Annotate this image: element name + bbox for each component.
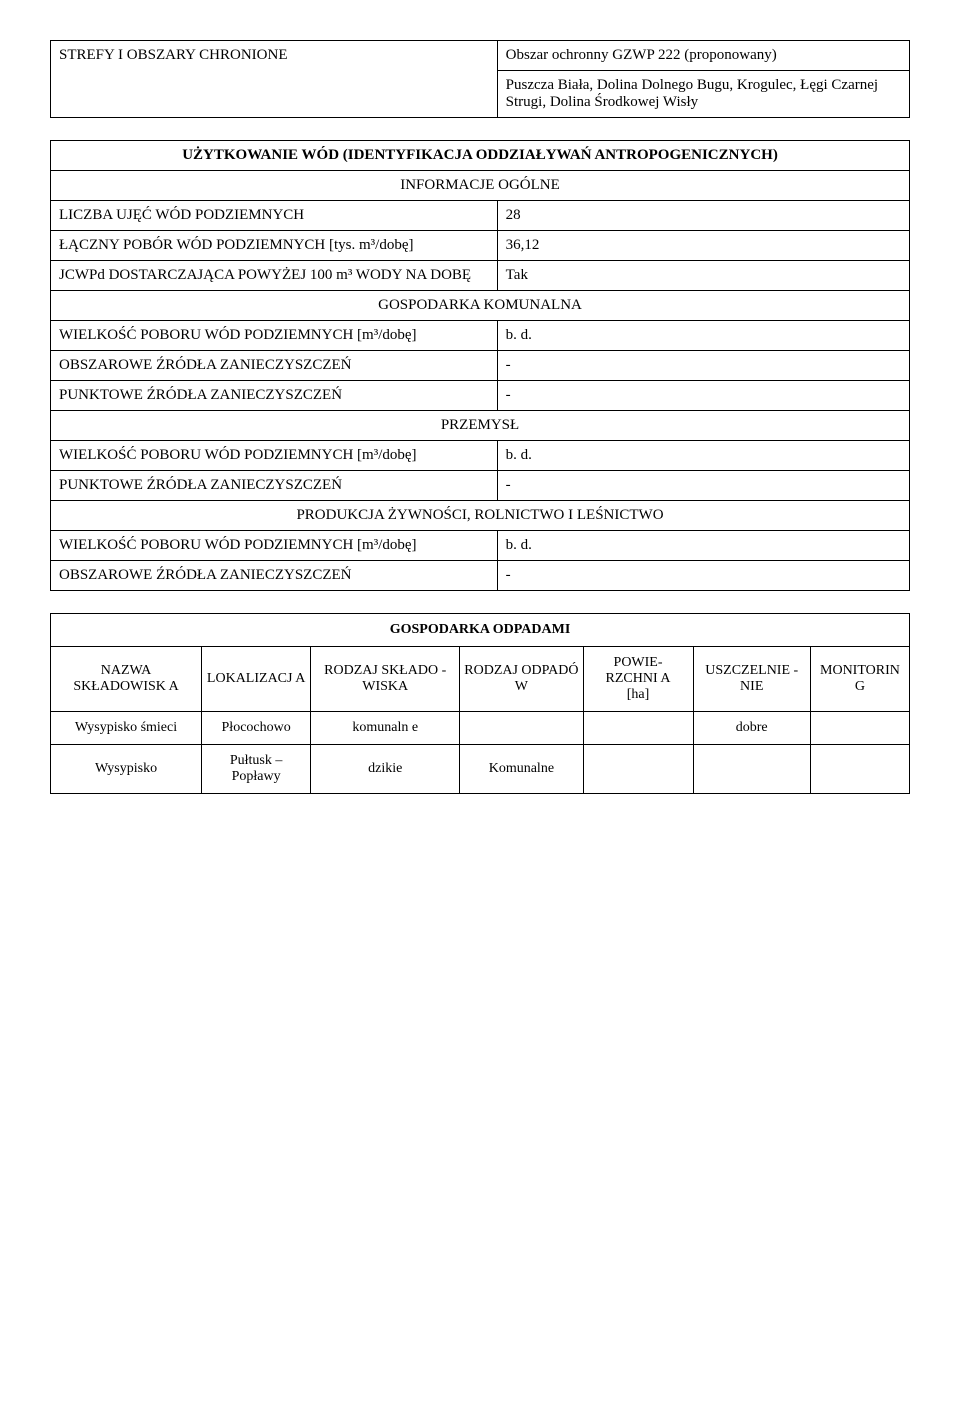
intake-count-value: 28 xyxy=(497,201,909,231)
point-pollution-label: PUNKTOWE ŹRÓDŁA ZANIECZYSZCZEŃ xyxy=(51,471,498,501)
cell-name: Wysypisko śmieci xyxy=(51,712,202,745)
withdrawal-size-value: b. d. xyxy=(497,441,909,471)
col-landfill-type: RODZAJ SKŁADO -WISKA xyxy=(311,647,460,712)
table-header-row: NAZWA SKŁADOWISK A LOKALIZACJ A RODZAJ S… xyxy=(51,647,910,712)
cell-landfill-type: komunaln e xyxy=(311,712,460,745)
col-area-label: POWIE- RZCHNI A xyxy=(588,655,689,687)
point-pollution-label: PUNKTOWE ŹRÓDŁA ZANIECZYSZCZEŃ xyxy=(51,381,498,411)
areas-list: Puszcza Biała, Dolina Dolnego Bugu, Krog… xyxy=(497,71,909,118)
total-withdrawal-label: ŁĄCZNY POBÓR WÓD PODZIEMNYCH [tys. m³/do… xyxy=(51,231,498,261)
cell-sealing: dobre xyxy=(693,712,810,745)
table-row: WIELKOŚĆ POBORU WÓD PODZIEMNYCH [m³/dobę… xyxy=(51,441,910,471)
table-row: PUNKTOWE ŹRÓDŁA ZANIECZYSZCZEŃ - xyxy=(51,381,910,411)
intake-count-label: LICZBA UJĘĆ WÓD PODZIEMNYCH xyxy=(51,201,498,231)
area-pollution-label: OBSZAROWE ŹRÓDŁA ZANIECZYSZCZEŃ xyxy=(51,561,498,591)
subsection-agriculture: PRODUKCJA ŻYWNOŚCI, ROLNICTWO I LEŚNICTW… xyxy=(51,501,910,531)
section-title: UŻYTKOWANIE WÓD (IDENTYFIKACJA ODDZIAŁYW… xyxy=(51,141,910,171)
table-row: WIELKOŚĆ POBORU WÓD PODZIEMNYCH [m³/dobę… xyxy=(51,531,910,561)
table-row: Wysypisko śmieci Płocochowo komunaln e d… xyxy=(51,712,910,745)
withdrawal-size-label: WIELKOŚĆ POBORU WÓD PODZIEMNYCH [m³/dobę… xyxy=(51,531,498,561)
cell-area xyxy=(583,745,693,794)
jcwpd-label: JCWPd DOSTARCZAJĄCA POWYŻEJ 100 m³ WODY … xyxy=(51,261,498,291)
cell-landfill-type: dzikie xyxy=(311,745,460,794)
col-area: POWIE- RZCHNI A [ha] xyxy=(583,647,693,712)
cell-location: Płocochowo xyxy=(202,712,311,745)
cell-waste-type xyxy=(460,712,583,745)
col-name: NAZWA SKŁADOWISK A xyxy=(51,647,202,712)
cell-location: Pułtusk – Popławy xyxy=(202,745,311,794)
point-pollution-value: - xyxy=(497,381,909,411)
table-row: PRODUKCJA ŻYWNOŚCI, ROLNICTWO I LEŚNICTW… xyxy=(51,501,910,531)
col-area-unit: [ha] xyxy=(588,687,689,703)
table-row: JCWPd DOSTARCZAJĄCA POWYŻEJ 100 m³ WODY … xyxy=(51,261,910,291)
table-row: GOSPODARKA ODPADAMI xyxy=(51,614,910,647)
table-row: ŁĄCZNY POBÓR WÓD PODZIEMNYCH [tys. m³/do… xyxy=(51,231,910,261)
gzwp-value: Obszar ochronny GZWP 222 (proponowany) xyxy=(497,41,909,71)
cell-monitoring xyxy=(810,712,909,745)
area-pollution-label: OBSZAROWE ŹRÓDŁA ZANIECZYSZCZEŃ xyxy=(51,351,498,381)
cell-monitoring xyxy=(810,745,909,794)
table-row: PRZEMYSŁ xyxy=(51,411,910,441)
table-row: INFORMACJE OGÓLNE xyxy=(51,171,910,201)
subsection-general: INFORMACJE OGÓLNE xyxy=(51,171,910,201)
withdrawal-size-label: WIELKOŚĆ POBORU WÓD PODZIEMNYCH [m³/dobę… xyxy=(51,321,498,351)
cell-sealing xyxy=(693,745,810,794)
table-row: WIELKOŚĆ POBORU WÓD PODZIEMNYCH [m³/dobę… xyxy=(51,321,910,351)
table-row: Wysypisko Pułtusk – Popławy dzikie Komun… xyxy=(51,745,910,794)
withdrawal-size-value: b. d. xyxy=(497,531,909,561)
col-sealing: USZCZELNIE -NIE xyxy=(693,647,810,712)
col-location: LOKALIZACJ A xyxy=(202,647,311,712)
cell-waste-type: Komunalne xyxy=(460,745,583,794)
protected-areas-table: STREFY I OBSZARY CHRONIONE Obszar ochron… xyxy=(50,40,910,118)
zones-label: STREFY I OBSZARY CHRONIONE xyxy=(51,41,498,118)
area-pollution-value: - xyxy=(497,351,909,381)
cell-area xyxy=(583,712,693,745)
area-pollution-value: - xyxy=(497,561,909,591)
table-row: OBSZAROWE ŹRÓDŁA ZANIECZYSZCZEŃ - xyxy=(51,351,910,381)
table-row: OBSZAROWE ŹRÓDŁA ZANIECZYSZCZEŃ - xyxy=(51,561,910,591)
table-row: GOSPODARKA KOMUNALNA xyxy=(51,291,910,321)
table-row: UŻYTKOWANIE WÓD (IDENTYFIKACJA ODDZIAŁYW… xyxy=(51,141,910,171)
col-monitoring: MONITORIN G xyxy=(810,647,909,712)
water-use-table: UŻYTKOWANIE WÓD (IDENTYFIKACJA ODDZIAŁYW… xyxy=(50,140,910,591)
col-waste-type: RODZAJ ODPADÓ W xyxy=(460,647,583,712)
withdrawal-size-value: b. d. xyxy=(497,321,909,351)
point-pollution-value: - xyxy=(497,471,909,501)
waste-management-table: GOSPODARKA ODPADAMI NAZWA SKŁADOWISK A L… xyxy=(50,613,910,794)
subsection-industry: PRZEMYSŁ xyxy=(51,411,910,441)
table-row: STREFY I OBSZARY CHRONIONE Obszar ochron… xyxy=(51,41,910,71)
jcwpd-value: Tak xyxy=(497,261,909,291)
total-withdrawal-value: 36,12 xyxy=(497,231,909,261)
cell-name: Wysypisko xyxy=(51,745,202,794)
section-title: GOSPODARKA ODPADAMI xyxy=(51,614,910,647)
table-row: LICZBA UJĘĆ WÓD PODZIEMNYCH 28 xyxy=(51,201,910,231)
subsection-municipal: GOSPODARKA KOMUNALNA xyxy=(51,291,910,321)
withdrawal-size-label: WIELKOŚĆ POBORU WÓD PODZIEMNYCH [m³/dobę… xyxy=(51,441,498,471)
table-row: PUNKTOWE ŹRÓDŁA ZANIECZYSZCZEŃ - xyxy=(51,471,910,501)
